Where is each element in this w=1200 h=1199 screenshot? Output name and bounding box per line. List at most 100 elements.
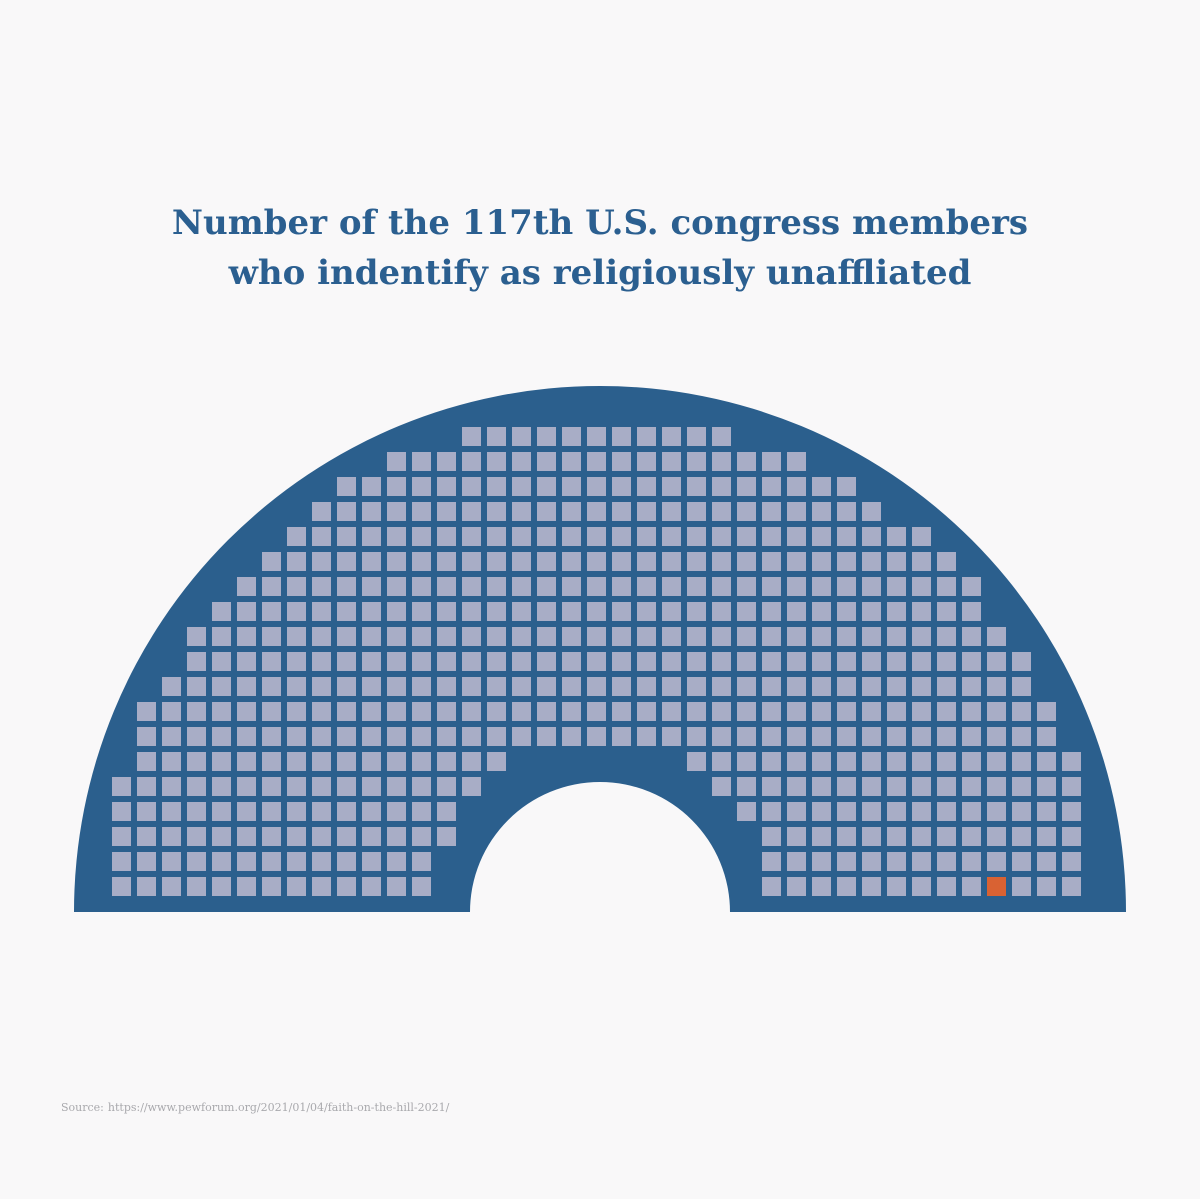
seat	[362, 877, 381, 896]
seat	[587, 702, 606, 721]
seat	[762, 852, 781, 871]
seat	[287, 652, 306, 671]
seat	[187, 727, 206, 746]
seat	[787, 752, 806, 771]
seat	[137, 777, 156, 796]
seat	[462, 752, 481, 771]
seat	[912, 702, 931, 721]
seat	[262, 802, 281, 821]
seat	[287, 552, 306, 571]
seat	[387, 652, 406, 671]
seat	[437, 627, 456, 646]
seat	[712, 452, 731, 471]
seat	[137, 702, 156, 721]
seat	[987, 727, 1006, 746]
seat	[312, 802, 331, 821]
seat	[562, 527, 581, 546]
seat	[862, 627, 881, 646]
seat	[412, 602, 431, 621]
seat	[312, 752, 331, 771]
seat	[562, 502, 581, 521]
seat	[362, 777, 381, 796]
seat	[1012, 827, 1031, 846]
seat	[937, 752, 956, 771]
seat	[687, 552, 706, 571]
seat	[762, 677, 781, 696]
seat	[162, 752, 181, 771]
seat	[562, 452, 581, 471]
seat	[537, 527, 556, 546]
seat	[937, 852, 956, 871]
seat	[287, 577, 306, 596]
seat	[362, 852, 381, 871]
seat	[112, 852, 131, 871]
seat	[787, 577, 806, 596]
seat	[512, 652, 531, 671]
seat	[137, 877, 156, 896]
seat	[587, 427, 606, 446]
seat	[462, 552, 481, 571]
seat	[587, 477, 606, 496]
seat	[662, 427, 681, 446]
seat	[212, 877, 231, 896]
seat	[362, 677, 381, 696]
seat	[862, 802, 881, 821]
seat	[337, 727, 356, 746]
seat	[987, 827, 1006, 846]
seat	[812, 752, 831, 771]
seat	[762, 502, 781, 521]
seat	[787, 627, 806, 646]
seat	[287, 827, 306, 846]
seat	[637, 727, 656, 746]
seat	[837, 727, 856, 746]
seat	[712, 627, 731, 646]
seat	[912, 877, 931, 896]
seat	[562, 477, 581, 496]
seat	[237, 627, 256, 646]
seat	[762, 777, 781, 796]
seat	[287, 602, 306, 621]
seat	[862, 502, 881, 521]
seat	[487, 527, 506, 546]
seat	[637, 477, 656, 496]
seat	[337, 852, 356, 871]
seat	[862, 677, 881, 696]
seat	[637, 527, 656, 546]
seat	[437, 477, 456, 496]
seat	[712, 652, 731, 671]
seat	[1037, 702, 1056, 721]
seat	[1012, 677, 1031, 696]
seat	[237, 727, 256, 746]
seat	[912, 827, 931, 846]
seat	[462, 477, 481, 496]
seat	[662, 652, 681, 671]
seat	[562, 727, 581, 746]
seat	[662, 527, 681, 546]
seat	[1012, 852, 1031, 871]
seat	[762, 802, 781, 821]
seat	[912, 677, 931, 696]
seat	[587, 677, 606, 696]
seat	[587, 552, 606, 571]
seat	[637, 702, 656, 721]
seat	[187, 677, 206, 696]
seat	[312, 502, 331, 521]
seat	[312, 777, 331, 796]
seat	[787, 802, 806, 821]
seat	[537, 677, 556, 696]
seat	[412, 502, 431, 521]
seat	[112, 802, 131, 821]
seat	[1012, 777, 1031, 796]
seat	[462, 777, 481, 796]
seat	[437, 802, 456, 821]
seat	[512, 452, 531, 471]
seat	[537, 602, 556, 621]
seat	[362, 752, 381, 771]
seat	[212, 777, 231, 796]
seat	[637, 427, 656, 446]
seat	[437, 502, 456, 521]
seat	[387, 602, 406, 621]
seat	[487, 552, 506, 571]
seat	[912, 752, 931, 771]
seat	[287, 852, 306, 871]
